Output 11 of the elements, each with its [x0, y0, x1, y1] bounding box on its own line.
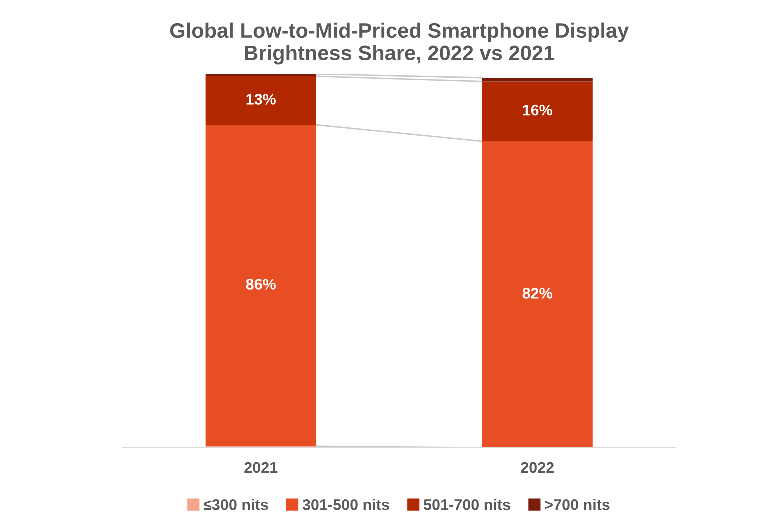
data-label: 16%: [523, 104, 552, 116]
chart-title: Global Low-to-Mid-Priced Smartphone Display Brightness Share, 2022 vs 2021: [170, 22, 630, 65]
data-label: 13%: [246, 94, 276, 105]
legend-label: 501-700 nits: [424, 499, 510, 510]
legend-label: 301-500 nits: [302, 499, 390, 510]
legend-label: ≤300 nits: [204, 499, 268, 510]
legend-label: >700 nits: [545, 499, 610, 510]
data-label: 86%: [246, 279, 276, 290]
data-label: 82%: [522, 288, 552, 299]
x-tick-label: 2022: [521, 462, 554, 474]
x-tick-label: 2021: [244, 462, 278, 474]
